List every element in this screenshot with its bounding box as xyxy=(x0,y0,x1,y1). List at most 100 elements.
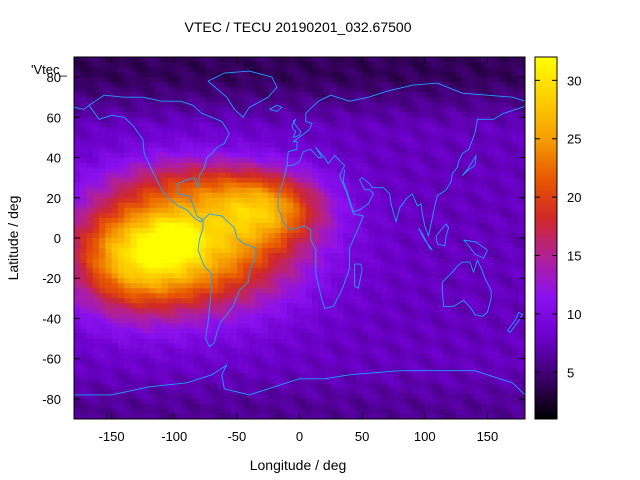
heatmap-cell xyxy=(293,107,301,113)
heatmap-cell xyxy=(130,137,138,144)
heatmap-cell xyxy=(92,162,100,169)
heatmap-cell xyxy=(249,248,257,254)
heatmap-cell xyxy=(218,343,225,350)
heatmap-cell xyxy=(261,187,269,194)
heatmap-cell xyxy=(387,253,395,259)
heatmap-cell xyxy=(349,383,357,390)
heatmap-cell xyxy=(167,373,175,380)
heatmap-cell xyxy=(368,308,376,315)
heatmap-cell xyxy=(180,207,188,214)
heatmap-cell xyxy=(393,217,401,224)
heatmap-cell xyxy=(449,127,457,134)
heatmap-cell xyxy=(205,338,213,345)
heatmap-cell xyxy=(86,72,94,78)
heatmap-cell xyxy=(124,328,131,335)
heatmap-cell xyxy=(468,258,476,264)
heatmap-cell xyxy=(243,152,250,159)
heatmap-cell xyxy=(518,107,525,113)
heatmap-cell xyxy=(167,82,175,88)
heatmap-cells xyxy=(74,57,525,419)
heatmap-cell xyxy=(512,288,520,294)
heatmap-cell xyxy=(355,132,363,139)
heatmap-cell xyxy=(280,72,288,78)
heatmap-cell xyxy=(324,142,332,149)
heatmap-cell xyxy=(405,308,413,315)
heatmap-cell xyxy=(330,378,338,385)
heatmap-cell xyxy=(456,197,463,204)
heatmap-cell xyxy=(105,298,113,304)
heatmap-cell xyxy=(255,253,263,259)
heatmap-cell xyxy=(380,207,388,214)
heatmap-cell xyxy=(124,92,131,98)
heatmap-cell xyxy=(155,328,163,335)
heatmap-cell xyxy=(499,142,507,149)
heatmap-cell xyxy=(249,288,257,294)
heatmap-cell xyxy=(224,97,232,103)
heatmap-cell xyxy=(161,353,169,360)
heatmap-cell xyxy=(387,363,395,370)
heatmap-cell xyxy=(481,348,489,355)
heatmap-cell xyxy=(224,177,232,184)
heatmap-cell xyxy=(136,333,144,340)
heatmap-cell xyxy=(136,373,144,380)
heatmap-cell xyxy=(149,398,157,405)
heatmap-cell xyxy=(224,348,232,355)
heatmap-cell xyxy=(142,318,150,325)
heatmap-cell xyxy=(149,92,157,98)
heatmap-cell xyxy=(167,217,175,224)
heatmap-cell xyxy=(399,142,407,149)
heatmap-cell xyxy=(493,112,501,118)
heatmap-cell xyxy=(136,298,144,304)
heatmap-cell xyxy=(218,217,225,224)
heatmap-cell xyxy=(305,117,313,123)
heatmap-cell xyxy=(299,393,307,400)
heatmap-cell xyxy=(74,293,81,299)
heatmap-cell xyxy=(92,248,100,254)
heatmap-cell xyxy=(92,343,100,350)
heatmap-cell xyxy=(343,348,351,355)
heatmap-cell xyxy=(437,388,445,395)
heatmap-cell xyxy=(186,388,194,395)
heatmap-cell xyxy=(199,177,207,184)
heatmap-cell xyxy=(393,353,401,360)
heatmap-cell xyxy=(443,197,451,204)
heatmap-cell xyxy=(449,348,457,355)
heatmap-cell xyxy=(186,57,194,63)
heatmap-cell xyxy=(449,192,457,199)
heatmap-cell xyxy=(418,333,426,340)
heatmap-cell xyxy=(393,368,401,375)
heatmap-cell xyxy=(437,187,445,194)
heatmap-cell xyxy=(493,217,501,224)
heatmap-cell xyxy=(205,222,213,229)
heatmap-cell xyxy=(161,288,169,294)
heatmap-cell xyxy=(443,192,451,199)
heatmap-cell xyxy=(343,298,351,304)
heatmap-cell xyxy=(92,268,100,274)
heatmap-cell xyxy=(180,77,188,83)
heatmap-cell xyxy=(249,323,257,330)
heatmap-cell xyxy=(205,182,213,189)
heatmap-cell xyxy=(424,227,432,234)
heatmap-cell xyxy=(236,117,244,123)
heatmap-cell xyxy=(468,308,476,315)
heatmap-cell xyxy=(286,388,294,395)
heatmap-cell xyxy=(274,177,282,184)
heatmap-cell xyxy=(86,383,94,390)
heatmap-cell xyxy=(468,253,476,259)
heatmap-cell xyxy=(468,132,476,139)
heatmap-cell xyxy=(286,207,294,214)
heatmap-cell xyxy=(268,348,276,355)
heatmap-cell xyxy=(468,328,476,335)
heatmap-cell xyxy=(462,283,470,289)
heatmap-cell xyxy=(506,358,514,365)
heatmap-cell xyxy=(337,318,344,325)
heatmap-cell xyxy=(393,258,401,264)
heatmap-cell xyxy=(142,243,150,249)
heatmap-cell xyxy=(462,298,470,304)
heatmap-cell xyxy=(236,388,244,395)
heatmap-cell xyxy=(186,323,194,330)
heatmap-cell xyxy=(431,212,438,219)
heatmap-cell xyxy=(368,283,376,289)
heatmap-cell xyxy=(236,323,244,330)
heatmap-cell xyxy=(405,97,413,103)
